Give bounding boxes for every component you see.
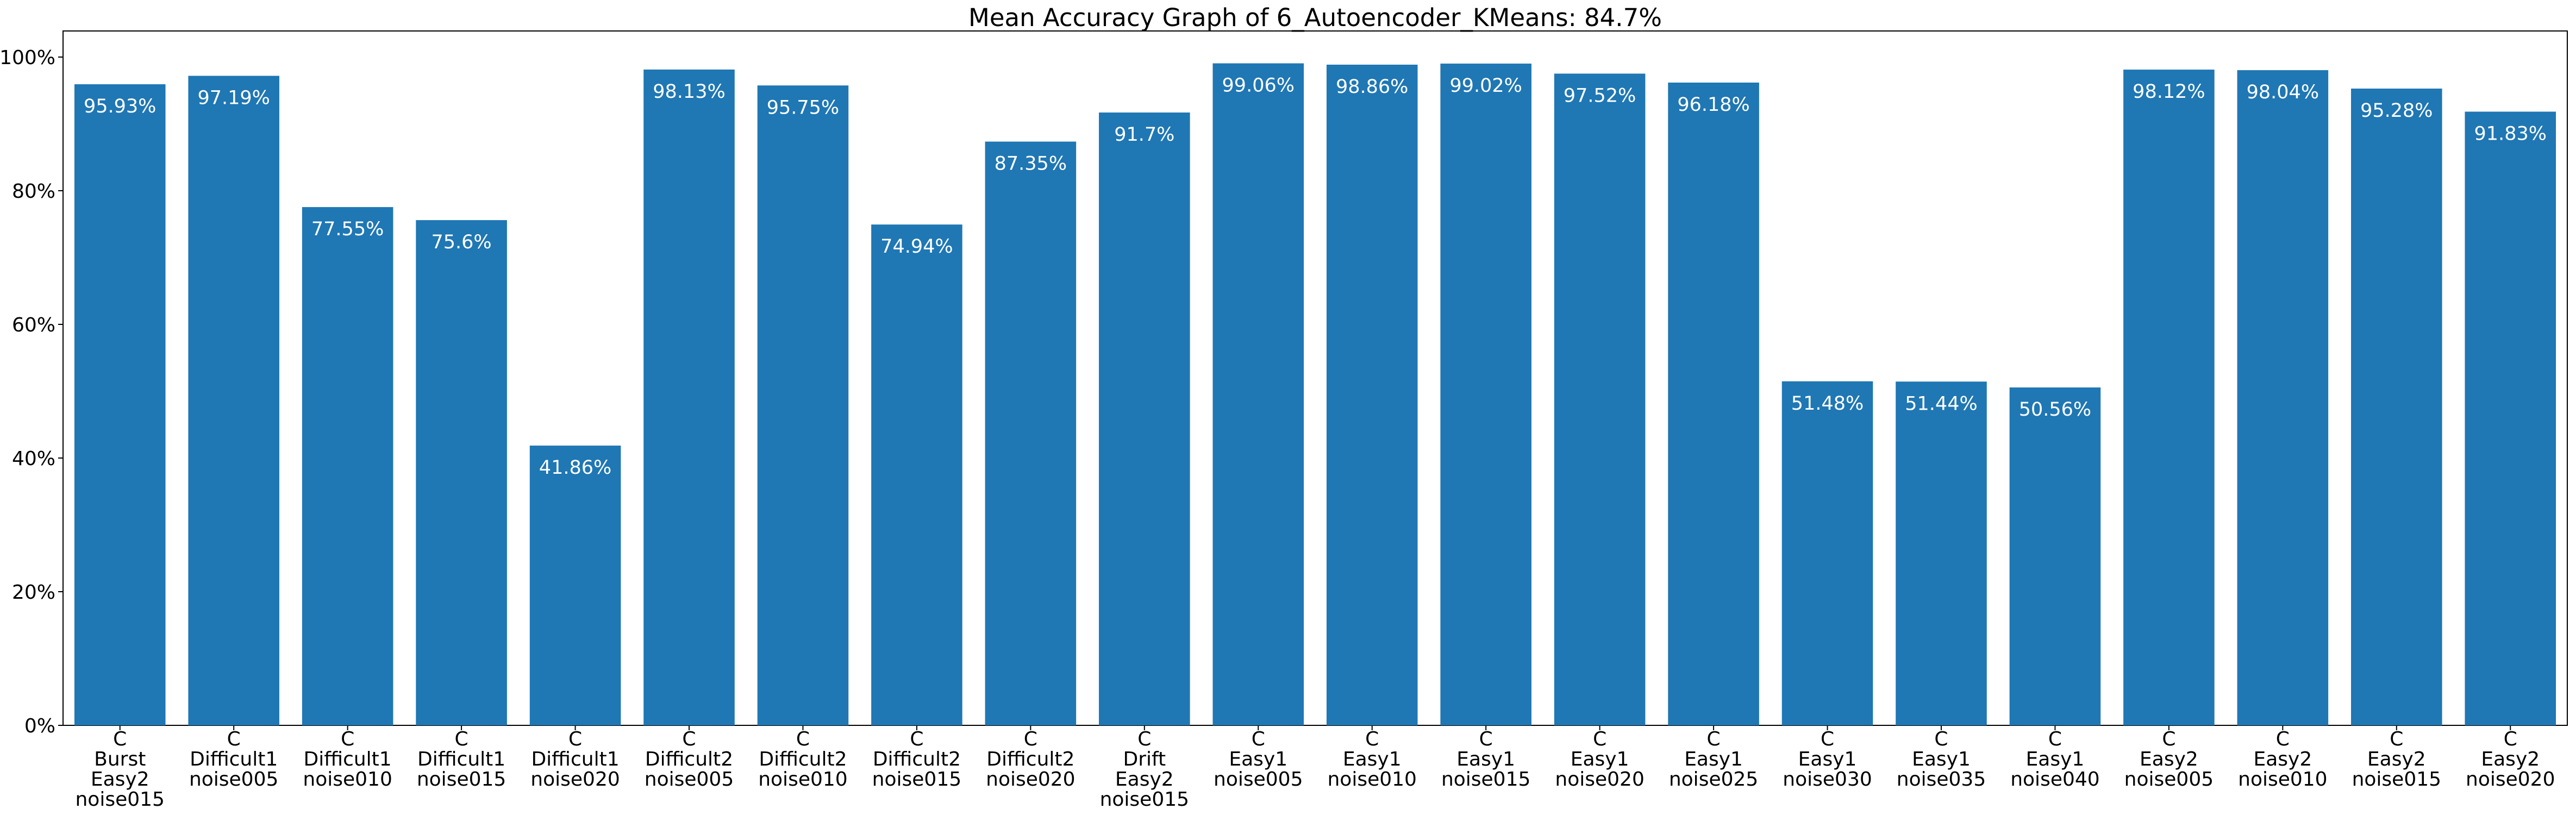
bar xyxy=(1896,381,1987,725)
bar-value-label: 98.04% xyxy=(2247,82,2319,103)
plot-area-frame xyxy=(62,30,2568,726)
x-tick-label: C Easy1 noise040 xyxy=(2010,728,2099,791)
bar-value-label: 75.6% xyxy=(431,231,491,253)
x-tick-label: C Easy2 noise015 xyxy=(2352,728,2441,791)
y-tick-label: 0% xyxy=(24,715,55,737)
bar-value-label: 51.44% xyxy=(1905,393,1977,415)
bar-value-label: 98.12% xyxy=(2133,81,2205,103)
x-tick-label: C Easy2 noise020 xyxy=(2466,728,2555,791)
x-tick-label: C Easy2 noise005 xyxy=(2124,728,2214,791)
y-tick-label: 20% xyxy=(12,581,55,604)
bar xyxy=(643,70,735,726)
bar xyxy=(416,220,507,725)
x-tick-label: C Easy1 noise010 xyxy=(1327,728,1416,791)
x-tick-label: C Difficult2 noise005 xyxy=(645,728,734,791)
bar xyxy=(2351,89,2442,725)
bar xyxy=(985,141,1077,726)
bar xyxy=(2237,70,2329,725)
bar-value-label: 99.02% xyxy=(1449,75,1522,97)
bar xyxy=(871,224,962,725)
x-tick-label: C Difficult1 noise010 xyxy=(303,728,392,791)
x-tick-label: C Easy1 noise005 xyxy=(1214,728,1303,791)
bar-value-label: 51.48% xyxy=(1791,393,1864,415)
x-tick-label: C Easy1 noise025 xyxy=(1669,728,1758,791)
x-tick-label: C Easy1 noise020 xyxy=(1555,728,1644,791)
bar-value-label: 95.75% xyxy=(767,97,839,118)
bar xyxy=(1668,82,1759,726)
bar-value-label: 98.86% xyxy=(1336,76,1408,98)
bar xyxy=(1326,65,1418,726)
bar xyxy=(2123,70,2215,725)
x-tick-label: C Difficult1 noise020 xyxy=(530,728,620,791)
bar-value-label: 96.18% xyxy=(1677,94,1749,116)
y-tick-label: 80% xyxy=(12,180,55,203)
chart-title: Mean Accuracy Graph of 6_Autoencoder_KMe… xyxy=(968,3,1662,32)
bar xyxy=(302,207,393,725)
bar-value-label: 50.56% xyxy=(2019,399,2091,421)
bar-value-label: 99.06% xyxy=(1222,75,1295,97)
bar xyxy=(74,84,166,725)
y-tick-label: 60% xyxy=(12,314,55,336)
x-tick-label: C Easy2 noise010 xyxy=(2238,728,2327,791)
bar-value-label: 74.94% xyxy=(880,236,953,258)
x-tick-label: C Difficult2 noise015 xyxy=(872,728,961,791)
y-tick-label: 40% xyxy=(12,448,55,470)
bar-value-label: 91.7% xyxy=(1114,124,1174,146)
y-axis: 0% 20% 40% 60% 80% 100% xyxy=(0,47,63,737)
x-tick-label: C Difficult1 noise005 xyxy=(189,728,278,791)
bar xyxy=(1554,73,1646,725)
x-tick-label: C Easy1 noise035 xyxy=(1897,728,1986,791)
bar-value-label: 97.52% xyxy=(1564,85,1636,107)
bars-group: 95.93% 97.19% 77.55% 75.6% 41.86% 98.13% 95.75… xyxy=(74,63,2556,726)
bar-value-label: 95.28% xyxy=(2360,100,2433,122)
bar xyxy=(757,85,849,725)
bar-value-label: 91.83% xyxy=(2474,123,2547,145)
x-tick-label: C Difficult1 noise015 xyxy=(417,728,506,791)
bar-value-label: 95.93% xyxy=(84,96,156,117)
x-tick-label: C Burst Easy2 noise015 xyxy=(75,728,164,811)
x-tick-label: C Easy1 noise015 xyxy=(1441,728,1530,791)
x-axis: C Burst Easy2 noise015 C Difficult1 noise005 C D… xyxy=(75,725,2555,811)
bar xyxy=(1440,64,1531,726)
bar xyxy=(1212,63,1304,725)
x-tick-label: C Easy1 noise030 xyxy=(1783,728,1872,791)
bar xyxy=(2465,111,2556,726)
bar xyxy=(1099,112,1190,726)
x-tick-label: C Difficult2 noise020 xyxy=(986,728,1075,791)
bar-value-label: 98.13% xyxy=(653,81,725,103)
bar xyxy=(2009,387,2101,725)
bar xyxy=(1781,381,1873,725)
bar-value-label: 41.86% xyxy=(539,457,611,479)
x-tick-label: C Drift Easy2 noise015 xyxy=(1100,728,1189,811)
bar-value-label: 97.19% xyxy=(197,87,270,109)
x-tick-label: C Difficult2 noise010 xyxy=(758,728,847,791)
bar-value-label: 87.35% xyxy=(995,153,1067,175)
bar xyxy=(529,446,621,725)
bar xyxy=(188,76,279,726)
bar-value-label: 77.55% xyxy=(311,218,384,240)
y-tick-label: 100% xyxy=(0,47,55,69)
